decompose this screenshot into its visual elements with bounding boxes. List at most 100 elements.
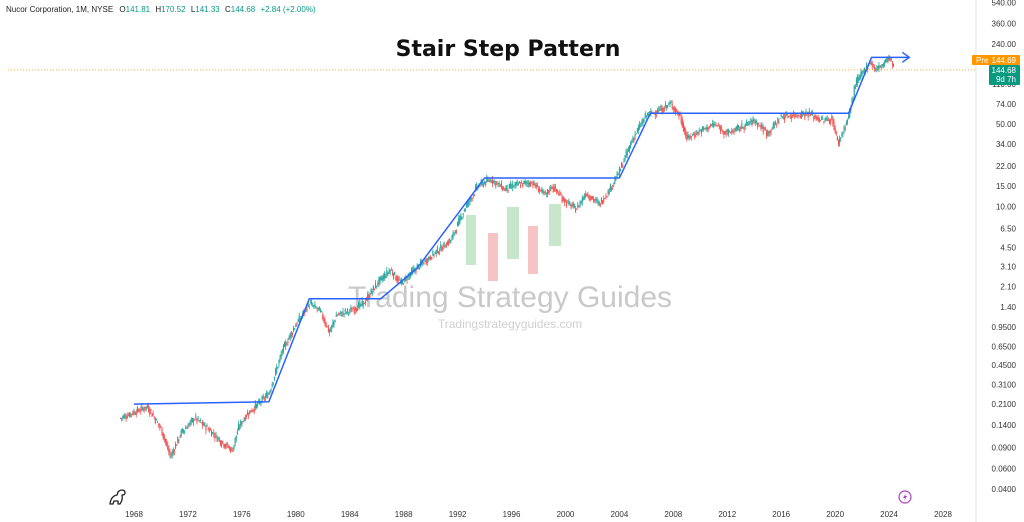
candle-body xyxy=(189,421,191,425)
candle-body xyxy=(508,183,510,189)
candle-body xyxy=(306,309,308,312)
candle-body xyxy=(481,181,483,185)
candle-body xyxy=(523,180,525,183)
candle-body xyxy=(617,174,619,176)
candle-body xyxy=(232,450,234,452)
candle-body xyxy=(660,105,662,111)
candle-body xyxy=(205,426,207,431)
y-tick-label-2: 240.00 xyxy=(992,40,1017,49)
y-tick-label-17: 0.6500 xyxy=(992,342,1017,351)
candle-body xyxy=(712,123,714,127)
dinosaur-logo-icon[interactable] xyxy=(109,489,126,505)
candle-body xyxy=(851,98,853,106)
time-axis[interactable]: 1968 1972 1976 1980 1984 1988 1992 1996 2000 2004… xyxy=(125,510,952,519)
candle-body xyxy=(700,129,702,134)
candle-body xyxy=(613,182,615,184)
candle-body xyxy=(341,314,343,317)
candle-body xyxy=(352,308,354,310)
candle-body xyxy=(385,276,387,278)
candle-body xyxy=(681,119,683,128)
candle-body xyxy=(560,194,562,196)
candle-body xyxy=(276,367,278,373)
candle-body xyxy=(664,104,667,107)
candle-body xyxy=(731,131,733,133)
candle-body xyxy=(721,127,723,129)
candle-body xyxy=(243,419,245,422)
candle-body xyxy=(191,418,193,422)
candle-body xyxy=(736,125,738,130)
candle-body xyxy=(293,328,295,331)
candle-body xyxy=(875,68,877,70)
x-tick-label-14: 2024 xyxy=(880,510,898,519)
candle-body xyxy=(578,205,580,208)
candle-body xyxy=(732,130,734,132)
candle-body xyxy=(448,241,450,245)
trendline-0[interactable] xyxy=(133,56,910,405)
candle-body xyxy=(767,131,769,137)
candle-body xyxy=(290,331,292,337)
candle-body xyxy=(581,197,583,202)
candle-body xyxy=(584,195,586,198)
candle-body xyxy=(458,218,460,226)
symbol-name: Nucor Corporation, 1M, NYSE xyxy=(6,5,114,14)
candle-body xyxy=(479,185,481,187)
candle-body xyxy=(627,147,629,152)
candle-body xyxy=(854,86,856,89)
candle-body xyxy=(241,423,243,425)
symbol-legend[interactable]: Nucor Corporation, 1M, NYSE O141.81 H170… xyxy=(6,5,316,14)
y-tick-label-15: 1.40 xyxy=(1000,303,1016,312)
candle-body xyxy=(670,102,672,104)
candle-body xyxy=(713,124,715,125)
candle-body xyxy=(394,272,396,275)
candle-body xyxy=(361,300,363,306)
x-tick-label-12: 2016 xyxy=(772,510,790,519)
x-tick-label-9: 2004 xyxy=(611,510,629,519)
candle-body xyxy=(245,414,247,417)
candle-body xyxy=(862,71,864,73)
candle-body xyxy=(577,204,579,208)
candle-body xyxy=(606,196,608,198)
candle-body xyxy=(162,432,164,439)
stair-step-trendline[interactable] xyxy=(133,51,911,405)
candle-body xyxy=(152,413,154,416)
candle-body xyxy=(532,183,534,187)
lightning-replay-icon[interactable] xyxy=(898,490,912,504)
candle-body xyxy=(575,208,577,213)
candle-body xyxy=(846,119,849,123)
candle-body xyxy=(768,131,770,134)
candle-body xyxy=(513,186,515,188)
candle-body xyxy=(761,124,763,128)
candle-body xyxy=(727,129,729,135)
candle-body xyxy=(672,106,674,110)
candle-body xyxy=(852,98,854,100)
candle-body xyxy=(837,140,840,145)
candle-body xyxy=(821,117,823,120)
candle-body xyxy=(755,121,758,123)
candle-body xyxy=(595,198,597,201)
candle-body xyxy=(371,291,373,294)
candle-body xyxy=(531,182,533,184)
badge-countdown: 9d 7h xyxy=(996,75,1016,84)
candle-body xyxy=(362,300,364,306)
candle-body xyxy=(269,390,271,394)
watermark-url: Tradingstrategyguides.com xyxy=(438,317,582,331)
y-tick-label-18: 0.4500 xyxy=(992,361,1017,370)
candle-body xyxy=(527,183,529,185)
candle-body xyxy=(658,109,660,112)
candle-body xyxy=(639,123,641,129)
candle-body xyxy=(454,230,456,233)
candle-body xyxy=(467,200,469,207)
candle-body xyxy=(891,61,893,66)
badge-pre-value: 144.69 xyxy=(992,56,1017,65)
candle-body xyxy=(340,311,342,314)
candle-body xyxy=(450,240,452,242)
candle-body xyxy=(337,314,340,316)
candle-body xyxy=(869,63,871,65)
candle-body xyxy=(167,444,169,450)
candle-body xyxy=(539,188,541,192)
candle-body xyxy=(195,415,197,418)
candle-body xyxy=(691,133,693,135)
candle-body xyxy=(791,115,793,117)
candle-body xyxy=(517,183,519,185)
